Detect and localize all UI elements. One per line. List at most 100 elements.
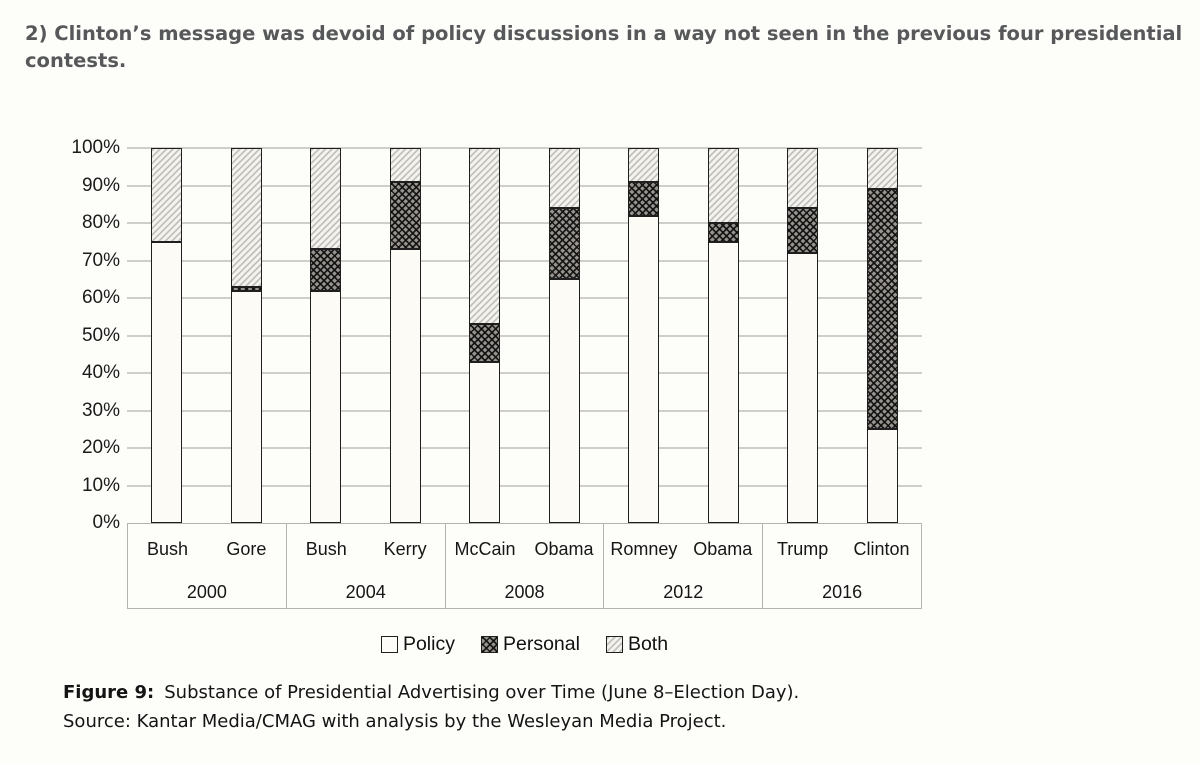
bar-segment-both [230, 148, 262, 287]
axis-group-2004: Bush Kerry 2004 [285, 524, 445, 608]
year-label: 2000 [186, 582, 227, 602]
year-label: 2004 [345, 582, 386, 602]
x-axis-label-box: Bush Gore 2000 Bush Kerry 2004 McCain Obama 2008… [127, 523, 922, 609]
plot-area [127, 147, 922, 523]
bar-segment-personal [628, 181, 660, 216]
axis-group-2008: McCain Obama 2008 [444, 524, 604, 608]
candidate-label: McCain [454, 539, 516, 559]
bar-kerry-2004 [389, 148, 421, 523]
y-tick-label: 80% [81, 212, 120, 233]
bar-segment-policy [469, 361, 501, 523]
gridline [127, 484, 922, 487]
y-tick-label: 20% [81, 437, 120, 458]
gridline [127, 334, 922, 337]
caption-source: Source: Kantar Media/CMAG with analysis … [63, 710, 727, 732]
bar-trump-2016 [787, 148, 819, 523]
bar-segment-personal [787, 208, 819, 253]
candidate-labels: Bush Gore [128, 539, 286, 560]
bar-mccain-2008 [469, 148, 501, 523]
bar-segment-policy [230, 290, 262, 523]
bar-segment-personal [310, 249, 342, 291]
figure-caption: Figure 9: Substance of Presidential Adver… [63, 679, 1143, 737]
bar-segment-policy [787, 253, 819, 523]
bar-segment-personal [707, 223, 739, 242]
bar-segment-both [628, 148, 660, 182]
bar-segment-both [707, 148, 739, 223]
bar-segment-both [548, 148, 580, 208]
gridline [127, 259, 922, 262]
candidate-label: Gore [226, 539, 267, 559]
chart-legend: Policy Personal Both [127, 633, 922, 656]
page-title: 2) Clinton’s message was devoid of polic… [25, 22, 1183, 73]
y-tick-label: 30% [81, 399, 120, 421]
bar-segment-both [389, 148, 421, 182]
gridline [127, 297, 922, 299]
gridline [127, 409, 922, 412]
bar-segment-personal [469, 324, 501, 362]
year-label: 2008 [504, 582, 545, 602]
bar-segment-both [866, 148, 898, 190]
bar-segment-policy [310, 290, 342, 523]
bar-segment-policy [628, 215, 660, 523]
figure-title: Substance of Presidential Advertising ov… [164, 682, 800, 703]
bar-segment-both [787, 148, 819, 208]
y-tick-label: 100% [71, 137, 120, 158]
bar-segment-both [151, 148, 183, 242]
bar-segment-policy [389, 249, 421, 523]
bar-segment-policy [866, 429, 898, 523]
y-tick-label: 90% [81, 174, 120, 196]
candidate-label: Romney [610, 539, 678, 559]
axis-group-2000: Bush Gore 2000 [128, 524, 286, 608]
gridline [127, 222, 922, 224]
gridline [127, 184, 922, 187]
axis-group-2016: Trump Clinton 2016 [762, 524, 921, 608]
gridline [127, 372, 922, 374]
bar-segment-policy [151, 241, 183, 523]
y-axis-tick-labels: 0% 10% 20% 30% 40% 50% 60% 70% 80% 90% 100% [38, 137, 120, 533]
legend-label-personal: Personal [502, 633, 580, 655]
y-tick-label: 0% [92, 512, 120, 533]
legend-item-both: Both [605, 633, 669, 656]
bar-obama-2008 [548, 148, 580, 523]
year-label: 2012 [663, 582, 704, 602]
candidate-labels: McCain Obama [446, 539, 604, 560]
bar-romney-2012 [628, 148, 660, 523]
candidate-label: Bush [305, 539, 347, 559]
bar-segment-personal [230, 286, 262, 291]
bar-segment-both [310, 148, 342, 250]
bar-bush-2004 [310, 148, 342, 523]
policy-swatch-icon [380, 636, 398, 653]
y-tick-label: 10% [81, 474, 120, 496]
candidate-label: Clinton [853, 539, 910, 559]
bar-clinton-2016 [866, 148, 898, 523]
bar-bush-2000 [151, 148, 183, 523]
candidate-label: Obama [534, 539, 594, 559]
candidate-labels: Bush Kerry [287, 539, 445, 560]
bar-segment-personal [389, 181, 421, 250]
figure-number: Figure 9: [63, 682, 155, 703]
candidate-label: Trump [776, 539, 829, 559]
bar-segment-personal [548, 208, 580, 280]
caption-line-1: Figure 9: Substance of Presidential Adver… [63, 679, 1143, 708]
candidate-labels: Trump Clinton [763, 539, 921, 560]
personal-swatch-icon [480, 636, 498, 653]
y-tick-label: 50% [81, 324, 120, 346]
bar-segment-personal [866, 189, 898, 430]
bar-obama-2012 [707, 148, 739, 523]
legend-label-both: Both [627, 633, 669, 655]
legend-item-personal: Personal [480, 633, 580, 656]
bar-segment-policy [548, 279, 580, 523]
legend-item-policy: Policy [380, 633, 455, 656]
gridline [127, 147, 922, 149]
y-tick-label: 40% [81, 362, 120, 383]
bar-segment-policy [707, 241, 739, 523]
both-swatch-icon [605, 636, 623, 653]
gridline [127, 447, 922, 449]
candidate-labels: Romney Obama [604, 539, 762, 560]
year-label: 2016 [822, 582, 863, 602]
candidate-label: Kerry [383, 539, 427, 559]
candidate-label: Bush [146, 539, 188, 559]
bar-segment-both [469, 148, 501, 325]
bar-gore-2000 [230, 148, 262, 523]
